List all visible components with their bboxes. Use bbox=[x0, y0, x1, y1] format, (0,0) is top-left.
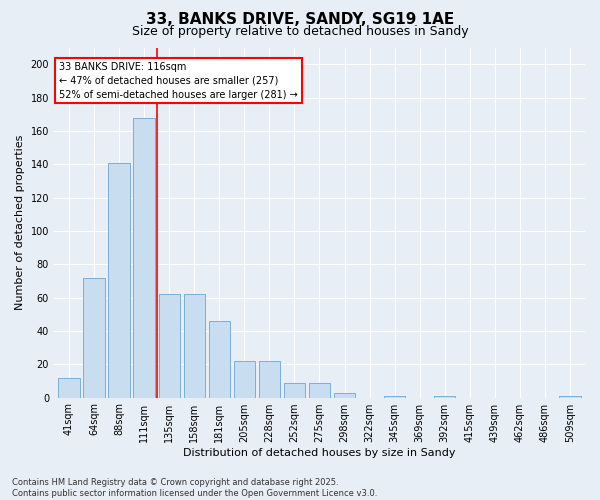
Y-axis label: Number of detached properties: Number of detached properties bbox=[15, 135, 25, 310]
Bar bbox=[559, 396, 581, 398]
Bar bbox=[309, 382, 330, 398]
Bar bbox=[384, 396, 405, 398]
Bar bbox=[233, 361, 255, 398]
X-axis label: Distribution of detached houses by size in Sandy: Distribution of detached houses by size … bbox=[183, 448, 456, 458]
Bar bbox=[334, 392, 355, 398]
Bar bbox=[284, 382, 305, 398]
Bar bbox=[184, 294, 205, 398]
Text: 33, BANKS DRIVE, SANDY, SG19 1AE: 33, BANKS DRIVE, SANDY, SG19 1AE bbox=[146, 12, 454, 28]
Bar bbox=[83, 278, 104, 398]
Text: Contains HM Land Registry data © Crown copyright and database right 2025.
Contai: Contains HM Land Registry data © Crown c… bbox=[12, 478, 377, 498]
Bar bbox=[58, 378, 80, 398]
Bar bbox=[259, 361, 280, 398]
Bar bbox=[133, 118, 155, 398]
Bar bbox=[158, 294, 180, 398]
Text: 33 BANKS DRIVE: 116sqm
← 47% of detached houses are smaller (257)
52% of semi-de: 33 BANKS DRIVE: 116sqm ← 47% of detached… bbox=[59, 62, 298, 100]
Bar bbox=[109, 162, 130, 398]
Text: Size of property relative to detached houses in Sandy: Size of property relative to detached ho… bbox=[131, 25, 469, 38]
Bar bbox=[209, 321, 230, 398]
Bar bbox=[434, 396, 455, 398]
